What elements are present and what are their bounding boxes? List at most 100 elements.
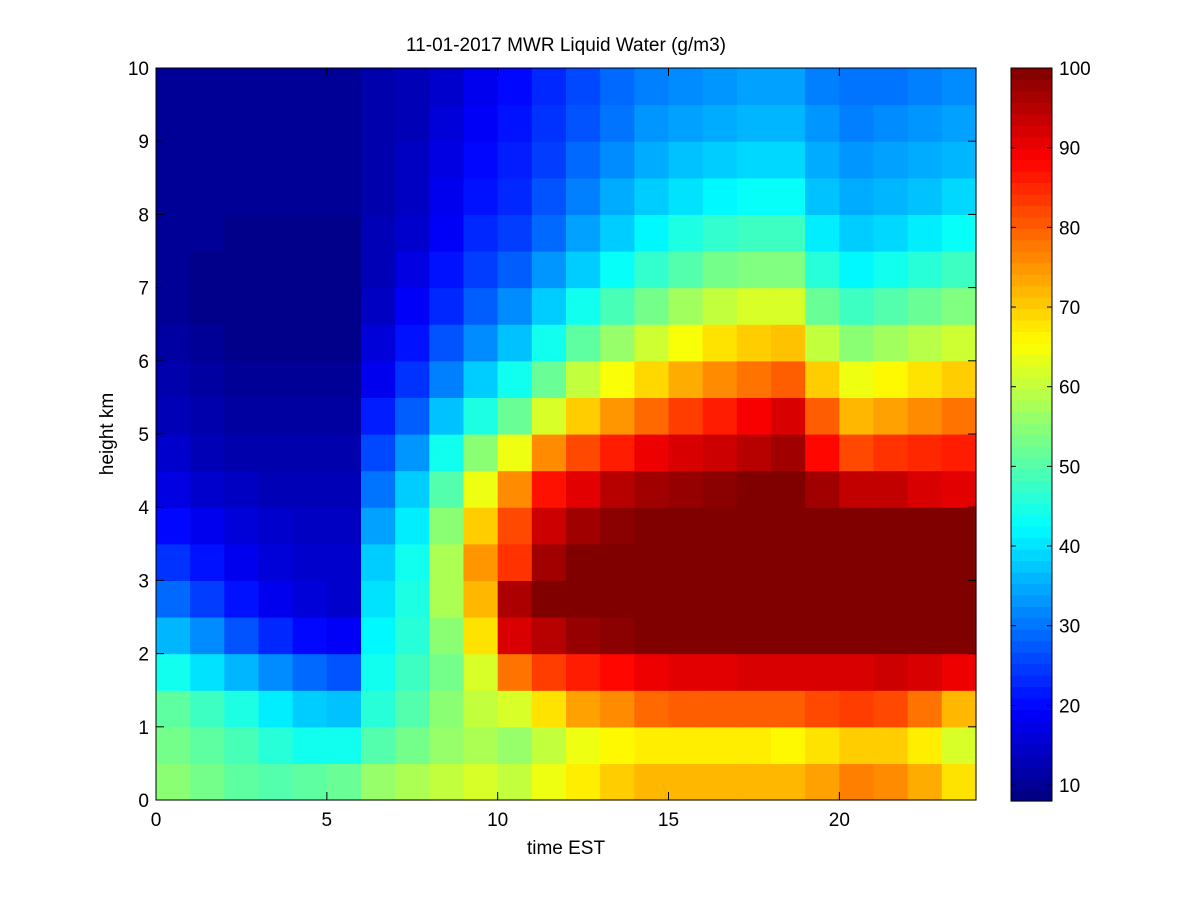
chart-title: 11-01-2017 MWR Liquid Water (g/m3) xyxy=(406,35,726,56)
y-tick-label: 0 xyxy=(138,791,149,812)
heatmap-cell xyxy=(258,507,294,545)
colorbar-step xyxy=(1011,526,1052,539)
heatmap-cell xyxy=(531,507,567,545)
heatmap-cell xyxy=(258,653,294,691)
heatmap-cell xyxy=(600,507,635,545)
heatmap-cell xyxy=(702,726,738,764)
colorbar-step xyxy=(1011,136,1052,149)
colorbar-ticks: 10 20 30 40 50 60 70 80 90 100 xyxy=(1011,59,1091,797)
heatmap-cell xyxy=(566,726,601,764)
heatmap-cell xyxy=(258,434,294,472)
heatmap-cell xyxy=(634,287,670,325)
heatmap-cell xyxy=(771,324,806,362)
colorbar-step xyxy=(1011,90,1052,103)
heatmap-cell xyxy=(839,580,875,618)
heatmap-cell xyxy=(258,104,294,142)
heatmap-cell xyxy=(361,360,396,398)
heatmap-cell xyxy=(395,141,430,179)
heatmap-cell xyxy=(156,434,191,472)
colorbar-step xyxy=(1011,308,1052,321)
colorbar-step xyxy=(1011,79,1052,92)
heatmap-cell xyxy=(224,580,260,618)
heatmap-cell xyxy=(600,543,635,581)
colorbar-step xyxy=(1011,434,1052,447)
colorbar-step xyxy=(1011,537,1052,550)
colorbar-step xyxy=(1011,297,1052,310)
heatmap-cell xyxy=(668,617,704,655)
heatmap-cell xyxy=(668,653,704,691)
heatmap-cell xyxy=(702,141,738,179)
heatmap-cell xyxy=(497,360,533,398)
heatmap-cell xyxy=(839,287,875,325)
heatmap-cell xyxy=(907,507,943,545)
heatmap-cell xyxy=(531,470,567,508)
heatmap-cell xyxy=(429,214,465,252)
heatmap-cell xyxy=(907,324,943,362)
heatmap-cell xyxy=(395,214,430,252)
heatmap-cell xyxy=(839,177,875,215)
heatmap-cell xyxy=(326,324,362,362)
heatmap-cell xyxy=(771,507,806,545)
heatmap-cell xyxy=(429,617,465,655)
heatmap-cell xyxy=(736,177,772,215)
heatmap-cell xyxy=(190,543,225,581)
heatmap-cell xyxy=(941,434,977,472)
heatmap-cell xyxy=(531,251,567,289)
heatmap-cell xyxy=(736,763,772,801)
colorbar-step xyxy=(1011,663,1052,676)
y-tick-label: 3 xyxy=(138,571,149,592)
heatmap-cell xyxy=(463,141,499,179)
heatmap-cell xyxy=(190,177,225,215)
heatmap-cell xyxy=(839,690,875,728)
heatmap-cell xyxy=(156,104,191,142)
heatmap-cell xyxy=(326,543,362,581)
heatmap-cell xyxy=(156,251,191,289)
heatmap-cell xyxy=(395,251,430,289)
heatmap-cell xyxy=(941,690,977,728)
heatmap-cell xyxy=(531,68,567,106)
heatmap-cell xyxy=(873,68,909,106)
heatmap-cell xyxy=(497,324,533,362)
heatmap-cell xyxy=(702,580,738,618)
colorbar-step xyxy=(1011,400,1052,413)
heatmap-cell xyxy=(326,617,362,655)
heatmap-cell xyxy=(873,763,909,801)
heatmap-cell xyxy=(907,287,943,325)
heatmap-cell xyxy=(224,287,260,325)
heatmap-cell xyxy=(156,470,191,508)
colorbar-tick-label: 100 xyxy=(1059,59,1091,80)
heatmap-cell xyxy=(702,617,738,655)
heatmap-cell xyxy=(224,104,260,142)
heatmap-cell xyxy=(326,726,362,764)
heatmap-cell xyxy=(497,726,533,764)
heatmap-cell xyxy=(429,324,465,362)
heatmap-cell xyxy=(429,177,465,215)
heatmap-cell xyxy=(463,543,499,581)
heatmap-cell xyxy=(771,726,806,764)
heatmap-cell xyxy=(156,617,191,655)
heatmap-cell xyxy=(907,251,943,289)
heatmap-cell xyxy=(258,177,294,215)
heatmap-cell xyxy=(771,763,806,801)
heatmap-cell xyxy=(566,177,601,215)
heatmap-cell xyxy=(258,324,294,362)
heatmap-cell xyxy=(600,397,635,435)
heatmap-cell xyxy=(156,324,191,362)
heatmap-cell xyxy=(292,397,328,435)
heatmap-cell xyxy=(805,68,840,106)
heatmap-cell xyxy=(429,68,465,106)
heatmap-cell xyxy=(463,470,499,508)
heatmap-cell xyxy=(361,434,396,472)
heatmap-cell xyxy=(531,397,567,435)
heatmap-cell xyxy=(839,68,875,106)
colorbar-tick-label: 80 xyxy=(1059,218,1080,239)
colorbar-step xyxy=(1011,560,1052,573)
heatmap-cell xyxy=(839,104,875,142)
x-tick-label: 15 xyxy=(658,810,679,831)
heatmap-cell xyxy=(702,214,738,252)
heatmap-cells xyxy=(156,68,977,801)
heatmap-cell xyxy=(156,287,191,325)
colorbar-step xyxy=(1011,113,1052,126)
heatmap-cell xyxy=(463,68,499,106)
colorbar-step xyxy=(1011,171,1052,184)
